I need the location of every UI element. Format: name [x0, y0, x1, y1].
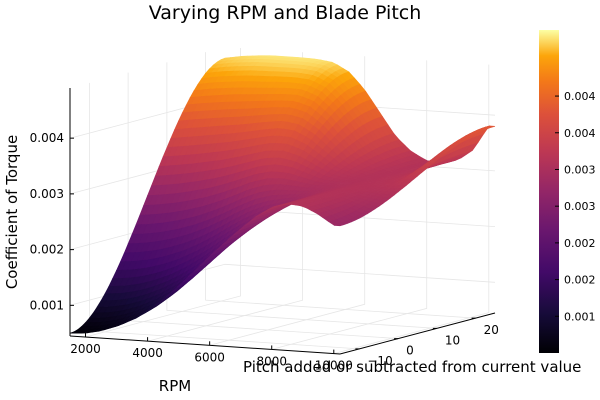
y-tick-label: 20: [484, 323, 499, 337]
colorbar-tick-label: 0.003: [564, 163, 596, 176]
z-tick-label: 0.003: [30, 187, 64, 201]
z-tick-label: 0.002: [30, 243, 64, 257]
z-tick-label: 0.001: [30, 298, 64, 312]
x-axis-line: [69, 335, 341, 355]
x-tick-label: 10000: [315, 359, 353, 373]
grid-lines: [69, 48, 496, 354]
colorbar-tick-label: 0.004: [564, 127, 596, 140]
colorbar-tick-label: 0.001: [564, 310, 596, 323]
colorbar-tick-label: 0.003: [564, 200, 596, 213]
x-tick-label: 8000: [256, 354, 287, 368]
y-tick-label: 10: [445, 333, 460, 347]
y-tick-label: 0: [406, 344, 414, 358]
surface-mesh: [69, 55, 496, 334]
z-tick-label: 0.004: [30, 131, 64, 145]
x-tick-label: 6000: [194, 350, 225, 364]
colorbar-scale: [539, 30, 559, 353]
axes: 2000 4000 6000 8000 10000 −10 0 10 20 0.001 0.002 0…: [30, 88, 499, 373]
z-axis-label: Coefficient of Torque: [3, 135, 21, 289]
colorbar-tick-label: 0.002: [564, 274, 596, 287]
y-axis-line: [339, 312, 496, 355]
grid-line-x-5: [333, 64, 490, 354]
x-tick-label: 4000: [132, 346, 163, 360]
chart-title: Varying RPM and Blade Pitch: [149, 2, 422, 24]
grid-line-x-4: [271, 60, 428, 350]
colorbar-tick-label: 0.004: [564, 90, 596, 103]
colorbar: 0.001 0.002 0.002 0.003 0.003 0.004 0.004: [539, 30, 596, 353]
y-axis-label: Pitch added or subtracted from current v…: [243, 358, 581, 376]
grid-line-y-3: [166, 62, 437, 329]
x-axis-label: RPM: [159, 377, 191, 395]
y-tick-label: −10: [367, 354, 392, 368]
colorbar-tick-label: 0.002: [564, 237, 596, 250]
surface-cell: [334, 223, 344, 227]
x-tick-label: 2000: [70, 342, 101, 356]
